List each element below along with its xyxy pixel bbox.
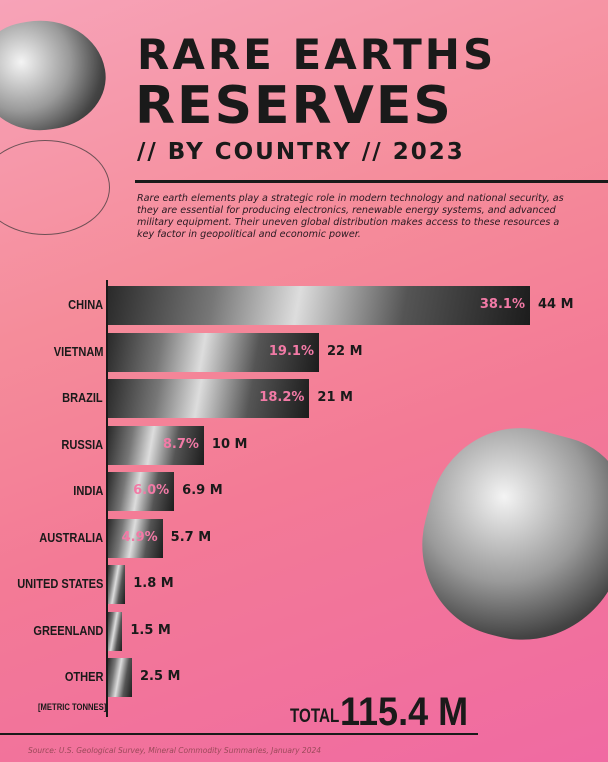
value-label: 6.9 M [182,483,223,498]
source-note: Source: U.S. Geological Survey, Mineral … [28,746,322,755]
value-label: 2.5 M [139,669,181,684]
bottom-divider [0,733,478,735]
bar [108,425,204,465]
compass-drawing [0,140,110,235]
percent-label: 8.7% [162,436,199,452]
bar [108,518,163,558]
rock-image-right [401,407,608,663]
value-label: 10 M [211,436,248,452]
unit-label: [METRIC TONNES] [38,702,107,712]
divider [135,180,608,183]
category-label: UNITED STATES [16,576,103,591]
bar [108,332,319,372]
category-label: AUSTRALIA [39,529,103,545]
bar [108,565,126,604]
category-label: INDIA [72,483,103,498]
subtitle: // BY COUNTRY // 2023 [137,139,465,165]
value-label: 1.8 M [133,576,174,591]
bar [108,658,132,697]
value-label: 1.5 M [130,622,171,638]
category-label: VIETNAM [53,343,103,359]
percent-label: 19.1% [268,343,314,359]
description: Rare earth elements play a strategic rol… [137,193,564,240]
category-label: GREENLAND [33,622,103,638]
bar [108,286,530,325]
value-label: 44 M [538,297,574,312]
category-label: RUSSIA [61,436,103,452]
bar [108,611,123,651]
category-label: CHINA [68,297,103,312]
total-label: TOTAL [290,706,340,727]
title-line1: RARE EARTHS [137,30,497,79]
title-line2: RESERVES [135,76,453,136]
bar [108,379,310,418]
percent-label: 38.1% [479,297,525,312]
percent-label: 18.2% [259,390,305,405]
bar [108,472,175,511]
percent-label: 4.9% [121,529,158,545]
axis-line [106,280,108,717]
rock-image-top [0,9,114,141]
category-label: OTHER [64,669,103,684]
percent-label: 6.0% [133,483,170,498]
value-label: 22 M [327,343,363,359]
value-label: 21 M [317,390,353,405]
value-label: 5.7 M [170,529,212,545]
category-label: BRAZIL [62,390,103,405]
total-value: 115.4 M [340,690,469,734]
